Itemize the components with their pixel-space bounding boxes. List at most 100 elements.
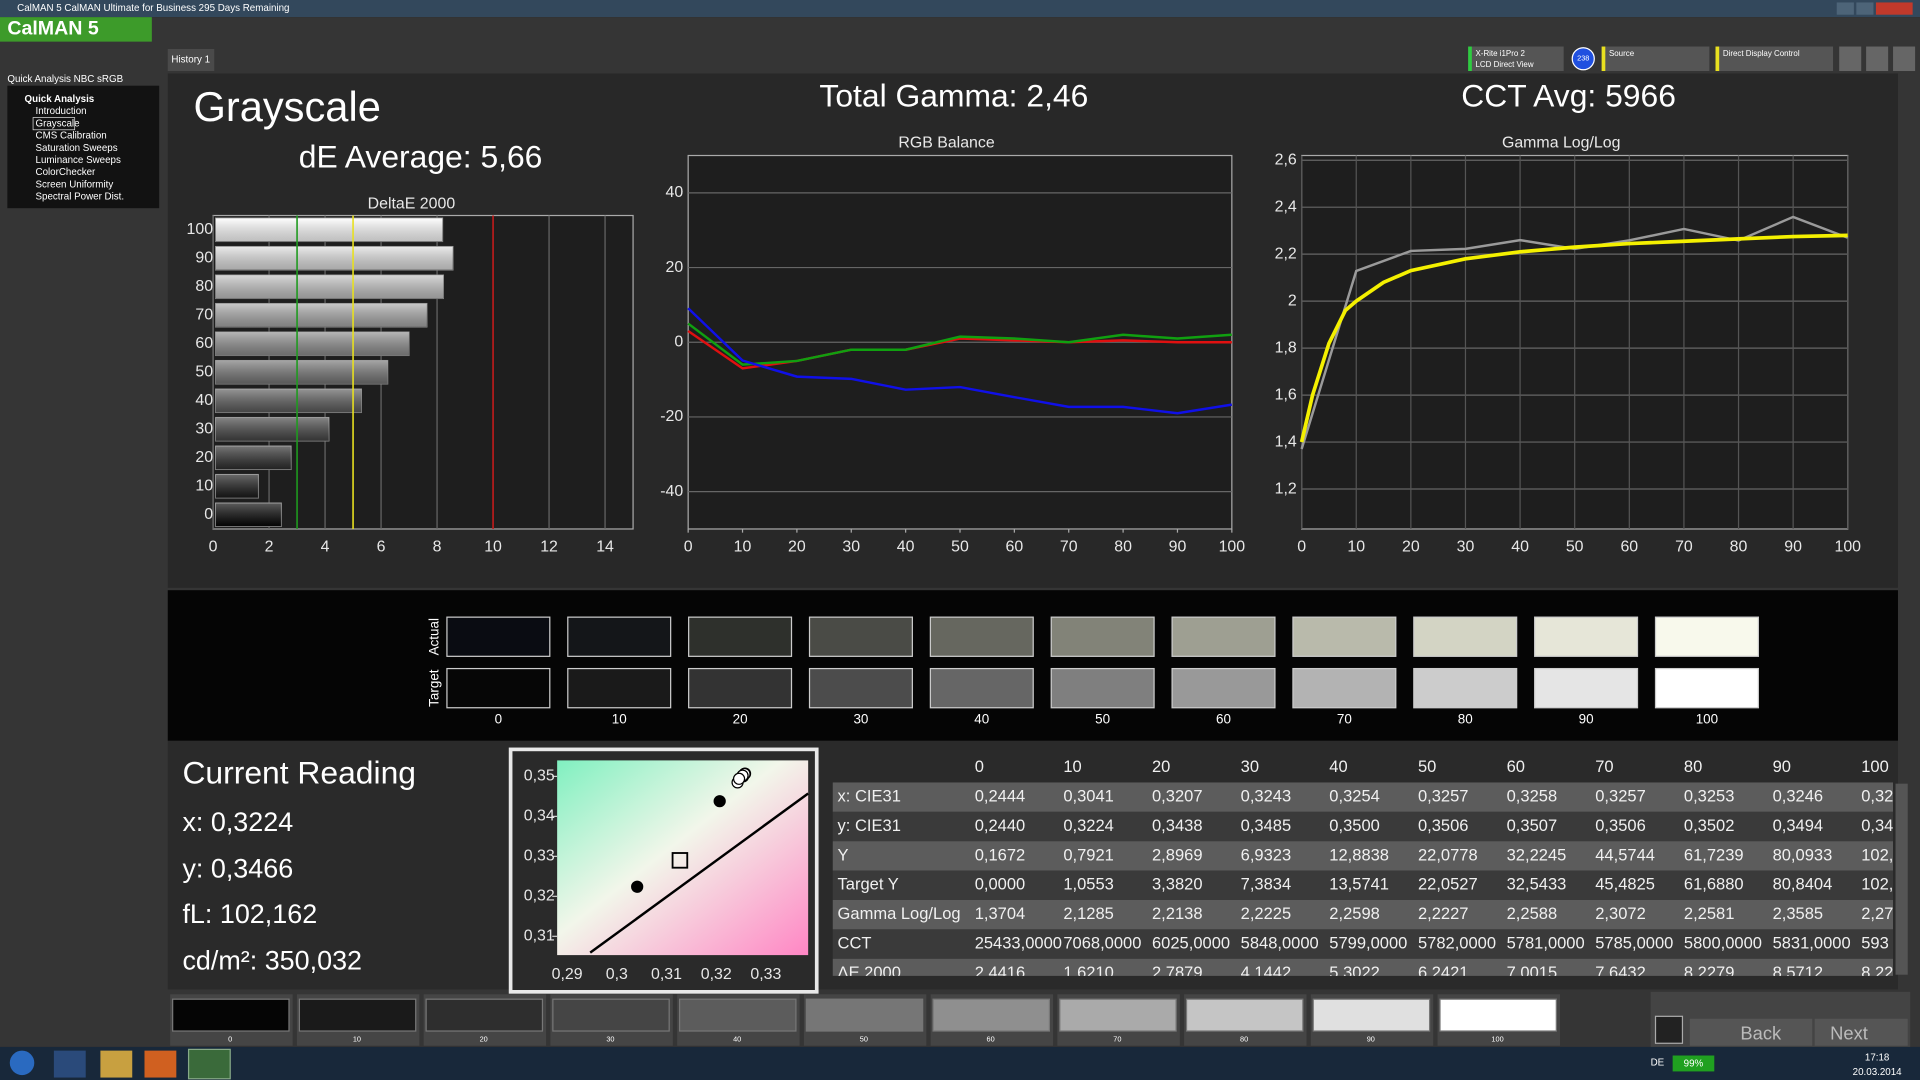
nav-item[interactable]: Spectral Power Dist. [36,192,125,203]
nav-selected [32,117,76,131]
nav-item[interactable]: Saturation Sweeps [36,143,118,154]
patch [932,998,1050,1032]
x-tick-label: 30 [842,539,860,556]
cell: 61,6880 [1684,875,1744,894]
col-header: 100 [1861,757,1889,776]
cell: 2,2138 [1152,904,1203,923]
cell: 5781,0000 [1507,933,1585,952]
x-tick-label: 40 [897,539,915,556]
y-tick-label: 20 [666,259,684,276]
x-tick-label: 14 [596,539,614,556]
nav-item[interactable]: Grayscale [36,118,80,129]
y-tick-label: 10 [195,477,213,494]
cell: 13,5741 [1329,875,1389,894]
actual-swatch [1050,616,1155,657]
x-tick-label: 80 [1114,539,1132,556]
tab-label: History 1 [171,55,210,66]
target-swatch [1534,667,1639,709]
patch-label: 10 [353,1035,361,1044]
row-bg [832,929,1894,959]
cell: 0,32 [1861,787,1893,806]
display-btn[interactable] [1715,46,1834,72]
ie[interactable] [53,1050,86,1078]
patch-label: 100 [1491,1035,1503,1044]
swatch-label: 80 [1458,712,1473,727]
y-tick-label: 2 [1288,292,1297,309]
patch [425,998,544,1032]
cell: 0,3257 [1418,787,1469,806]
total-gamma: Total Gamma: 2,46 [819,77,1088,113]
y-tick-label: 60 [195,335,213,352]
swatch-label: 70 [1337,712,1352,727]
nav-item[interactable]: ColorChecker [36,167,97,178]
cell: 32,2245 [1507,845,1567,864]
nav-item[interactable]: Introduction [36,106,87,117]
cell: 1,0553 [1063,875,1114,894]
minimize[interactable] [1836,2,1854,15]
actual-swatch [567,616,672,657]
cell: 80,0933 [1773,845,1833,864]
col-header: 0 [975,757,984,776]
stop[interactable] [1654,1015,1684,1044]
logo [0,17,152,42]
table: 0 10 20 30 40 50 60 70 80 90 100 x: CIE31 0,2444 0,30… [832,757,1894,982]
cct-avg: CCT Avg: 5966 [1461,77,1676,113]
swatch-label: 40 [974,712,989,727]
col-header: 70 [1595,757,1613,776]
meter-btn[interactable] [1468,46,1564,72]
row-bg [832,841,1894,871]
source: Source [1609,49,1635,58]
point [713,795,726,808]
cell: 2,7879 [1152,963,1203,982]
media[interactable] [144,1050,177,1078]
source-btn[interactable] [1601,46,1710,72]
y-tick-label: 70 [195,306,213,323]
patch [1185,998,1304,1032]
close[interactable] [1875,2,1913,15]
gamma-title: Gamma Log/Log [1502,134,1620,151]
y-tick-label: 0,31 [524,928,555,945]
back: Back [1740,1023,1782,1044]
target-swatch [446,667,551,709]
cell: 7,3834 [1241,875,1292,894]
badge[interactable] [1571,47,1595,71]
cell: 2,3585 [1773,904,1824,923]
help[interactable] [1866,46,1889,72]
actual-swatch [1654,616,1759,657]
swatch-label: 10 [612,712,627,727]
tab[interactable] [167,48,215,72]
cell: 7068,0000 [1063,933,1141,952]
pin[interactable] [1893,46,1916,72]
y-tick-label: 2,4 [1275,198,1297,215]
cell: 2,3072 [1595,904,1646,923]
explorer[interactable] [100,1050,133,1078]
x-tick-label: 2 [265,539,274,556]
row-label: Y [838,845,849,864]
start[interactable] [9,1050,35,1076]
next-btn[interactable] [1814,1018,1908,1046]
settings[interactable] [1839,46,1862,72]
back-btn[interactable] [1689,1018,1813,1046]
logo-text: CalMAN 5 [7,18,98,40]
cell: 0,3494 [1773,816,1824,835]
maximize[interactable] [1856,2,1874,15]
row-bg [832,782,1894,812]
series-line [687,322,1232,366]
scrollbar [1895,783,1908,975]
workflow: Quick Analysis NBC sRGB [7,74,123,85]
swatch-label: 100 [1696,712,1718,727]
cie-plot [557,760,809,956]
cell: 0,3506 [1418,816,1469,835]
nav-item[interactable]: Luminance Sweeps [36,155,121,166]
cell: 5848,0000 [1241,933,1319,952]
cell: 0,3243 [1241,787,1292,806]
target-swatch [929,667,1034,709]
calman-task[interactable] [187,1048,231,1080]
nav-item[interactable]: CMS Calibration [36,131,107,142]
x-tick-label: 100 [1834,539,1861,556]
series-line [1299,233,1848,443]
nav-item[interactable]: Screen Uniformity [36,179,114,190]
actual-swatch [808,616,913,657]
target-swatch [567,667,672,709]
